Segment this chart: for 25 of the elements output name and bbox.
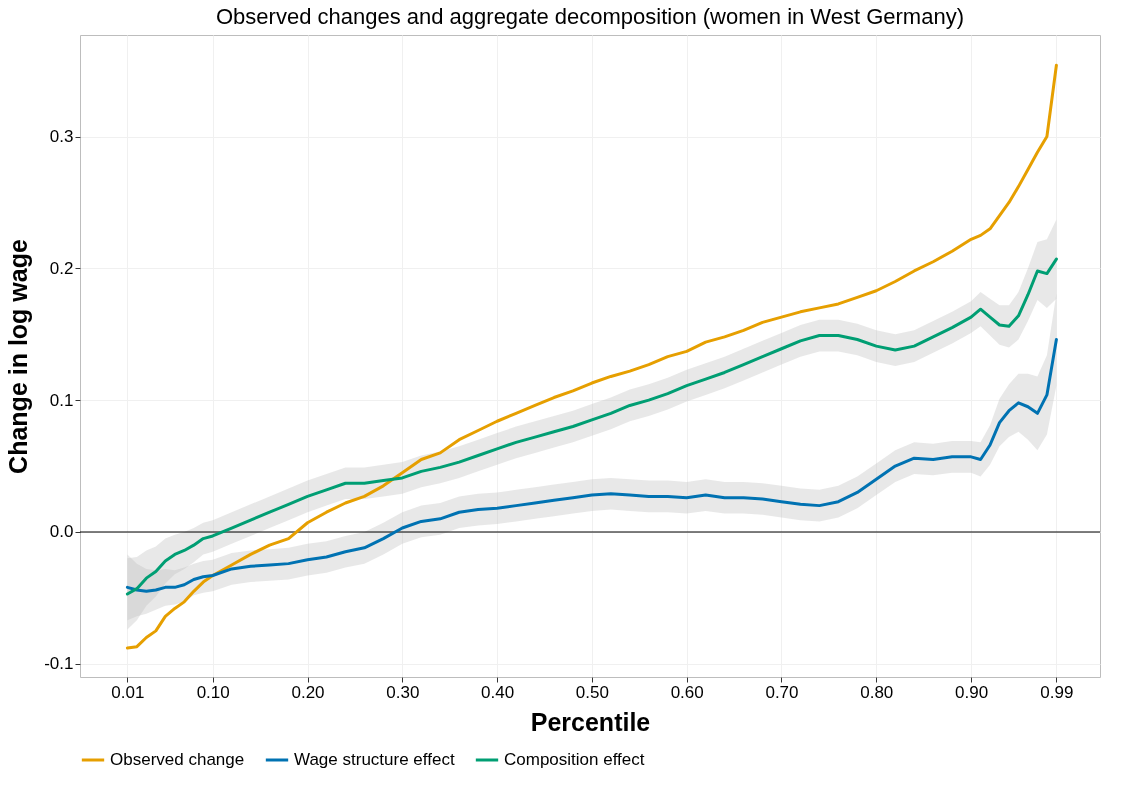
y-tick-label: -0.1 bbox=[44, 654, 74, 674]
line-series bbox=[125, 257, 1058, 596]
y-tick-label: 0.2 bbox=[49, 258, 74, 278]
y-tick-label: 0.3 bbox=[49, 127, 74, 147]
chart-title: Observed changes and aggregate decomposition (women in West Germany) bbox=[216, 4, 964, 29]
x-tick-label: 0.10 bbox=[196, 682, 230, 702]
x-tick-label: 0.99 bbox=[1040, 682, 1074, 702]
legend-label: Composition effect bbox=[504, 750, 645, 769]
legend-label: Wage structure effect bbox=[294, 750, 455, 769]
x-tick-label: 0.90 bbox=[955, 682, 989, 702]
x-tick-label: 0.70 bbox=[765, 682, 799, 702]
x-tick-label: 0.01 bbox=[111, 682, 145, 702]
x-tick-label: 0.30 bbox=[386, 682, 420, 702]
line-series bbox=[125, 338, 1058, 593]
x-tick-label: 0.40 bbox=[481, 682, 515, 702]
y-tick-label: 0.0 bbox=[49, 522, 74, 542]
x-axis-title: Percentile bbox=[530, 707, 651, 736]
y-axis-title: Change in log wage bbox=[4, 239, 33, 474]
legend-label: Observed change bbox=[110, 750, 245, 769]
y-tick-label: 0.1 bbox=[49, 390, 74, 410]
line-series bbox=[125, 63, 1058, 650]
x-tick-label: 0.20 bbox=[291, 682, 325, 702]
x-tick-label: 0.60 bbox=[670, 682, 704, 702]
x-tick-label: 0.80 bbox=[860, 682, 894, 702]
x-tick-label: 0.50 bbox=[575, 682, 609, 702]
